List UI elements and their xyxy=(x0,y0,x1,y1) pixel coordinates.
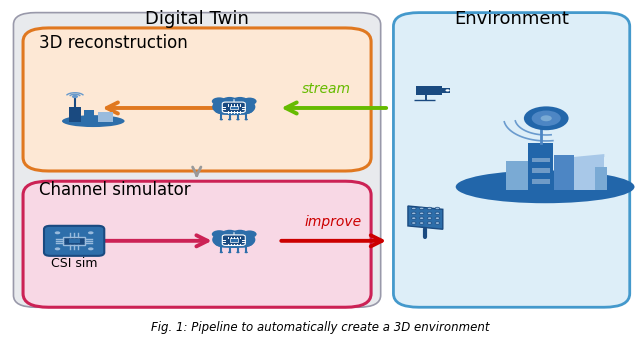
Circle shape xyxy=(524,106,568,130)
Circle shape xyxy=(412,217,416,219)
Circle shape xyxy=(244,251,248,253)
Bar xyxy=(532,168,550,173)
Text: CSI sim: CSI sim xyxy=(51,256,97,269)
FancyBboxPatch shape xyxy=(222,235,245,246)
Bar xyxy=(506,161,531,190)
Circle shape xyxy=(412,222,416,224)
Circle shape xyxy=(428,207,432,210)
Circle shape xyxy=(541,115,552,121)
Circle shape xyxy=(445,89,450,92)
Circle shape xyxy=(244,119,248,120)
Circle shape xyxy=(419,207,424,210)
Ellipse shape xyxy=(215,240,252,248)
Circle shape xyxy=(412,207,416,210)
FancyBboxPatch shape xyxy=(13,13,381,307)
Bar xyxy=(529,143,553,190)
Ellipse shape xyxy=(230,232,255,248)
Ellipse shape xyxy=(212,99,237,115)
Circle shape xyxy=(88,247,93,250)
Circle shape xyxy=(428,222,432,224)
Circle shape xyxy=(428,212,432,214)
Circle shape xyxy=(221,97,238,106)
FancyBboxPatch shape xyxy=(222,102,245,113)
Text: Fig. 1: Pipeline to automatically create a 3D environment: Fig. 1: Pipeline to automatically create… xyxy=(151,321,489,334)
Ellipse shape xyxy=(230,99,255,115)
Circle shape xyxy=(243,97,257,105)
Text: Channel simulator: Channel simulator xyxy=(39,181,191,199)
Ellipse shape xyxy=(212,232,237,248)
Circle shape xyxy=(532,110,561,126)
Bar xyxy=(230,238,238,242)
Text: stream: stream xyxy=(302,82,351,96)
Circle shape xyxy=(419,222,424,224)
Circle shape xyxy=(228,119,231,120)
Text: Digital Twin: Digital Twin xyxy=(145,10,249,28)
Circle shape xyxy=(221,230,238,239)
Bar xyxy=(63,237,85,245)
Bar xyxy=(532,158,550,162)
Text: 3D reconstruction: 3D reconstruction xyxy=(39,34,188,52)
Circle shape xyxy=(220,119,223,120)
Bar xyxy=(442,88,450,93)
Circle shape xyxy=(232,230,248,239)
Circle shape xyxy=(220,251,223,253)
Circle shape xyxy=(236,251,239,253)
Bar xyxy=(98,112,113,122)
Circle shape xyxy=(243,231,257,238)
Bar xyxy=(532,179,550,184)
FancyBboxPatch shape xyxy=(394,13,630,307)
Circle shape xyxy=(232,97,248,106)
Circle shape xyxy=(236,119,239,120)
Bar xyxy=(595,167,607,190)
Circle shape xyxy=(212,97,227,105)
Circle shape xyxy=(55,247,60,250)
Circle shape xyxy=(412,212,416,214)
Circle shape xyxy=(435,212,440,214)
Bar xyxy=(230,106,238,109)
Bar xyxy=(68,107,81,122)
FancyBboxPatch shape xyxy=(23,28,371,171)
Circle shape xyxy=(435,222,440,224)
Circle shape xyxy=(55,231,60,234)
Ellipse shape xyxy=(62,115,125,127)
Circle shape xyxy=(419,217,424,219)
Ellipse shape xyxy=(456,170,634,203)
Bar xyxy=(554,155,574,190)
Bar xyxy=(68,239,79,243)
Polygon shape xyxy=(416,86,442,95)
Text: Environment: Environment xyxy=(454,10,569,28)
Circle shape xyxy=(419,212,424,214)
Bar xyxy=(84,110,94,122)
Circle shape xyxy=(212,230,227,238)
FancyBboxPatch shape xyxy=(23,181,371,307)
Ellipse shape xyxy=(215,107,252,115)
Circle shape xyxy=(428,217,432,219)
Bar xyxy=(573,157,604,190)
Polygon shape xyxy=(408,206,443,229)
Polygon shape xyxy=(573,154,604,157)
Circle shape xyxy=(72,95,78,98)
FancyBboxPatch shape xyxy=(44,226,104,256)
Circle shape xyxy=(228,251,231,253)
Circle shape xyxy=(435,217,440,219)
Circle shape xyxy=(435,207,440,210)
Text: improve: improve xyxy=(304,215,362,229)
Circle shape xyxy=(88,231,93,234)
